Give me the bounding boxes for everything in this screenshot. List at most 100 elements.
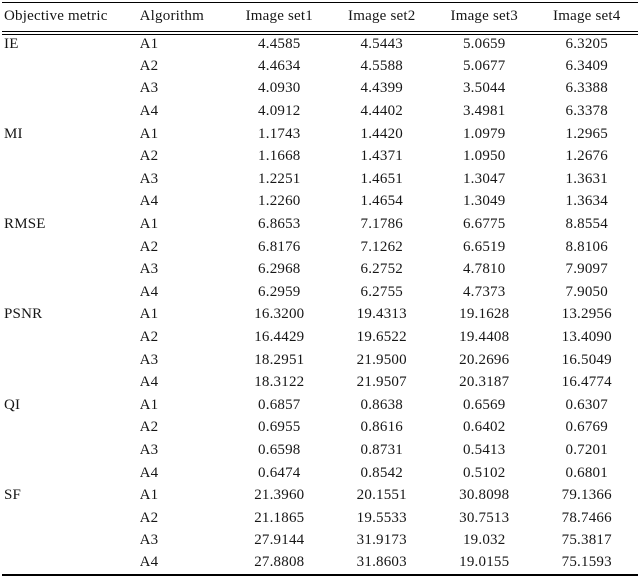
column-header-algorithm: Algorithm (139, 8, 204, 25)
value-cell: 21.9507 (356, 374, 407, 391)
value-cell: 1.2260 (258, 193, 301, 210)
table-row: A4 6.2959 6.2755 4.7373 7.9050 (2, 281, 638, 304)
metric-cell: IE (4, 36, 19, 53)
metric-cell (2, 281, 140, 304)
results-table: Objective metric Algorithm Image set1 Im… (2, 2, 638, 576)
value-cell: 3.4981 (462, 103, 506, 120)
value-cell: 16.4429 (254, 329, 305, 346)
value-cell: 6.3409 (565, 57, 608, 74)
value-cell: 4.4399 (360, 80, 403, 97)
value-cell: 6.6519 (462, 238, 506, 255)
table-row: A2 4.4634 4.5588 5.0677 6.3409 (2, 55, 638, 78)
table-row: A2 16.4429 19.6522 19.4408 13.4090 (2, 326, 638, 349)
algorithm-cell: A1 (139, 306, 159, 323)
table-row: A2 6.8176 7.1262 6.6519 8.8106 (2, 236, 638, 259)
value-cell: 0.5413 (462, 441, 506, 458)
metric-cell (2, 258, 140, 281)
value-cell: 6.6775 (462, 216, 506, 233)
value-cell: 4.5588 (360, 57, 403, 74)
value-cell: 21.1865 (254, 509, 305, 526)
algorithm-cell: A3 (139, 532, 159, 549)
metric-cell: PSNR (4, 306, 43, 323)
metric-cell (2, 55, 140, 78)
value-cell: 0.6307 (565, 396, 608, 413)
value-cell: 79.1366 (561, 487, 612, 504)
table-row: A3 0.6598 0.8731 0.5413 0.7201 (2, 439, 638, 462)
value-cell: 18.2951 (254, 351, 305, 368)
value-cell: 20.3187 (459, 374, 510, 391)
column-header-image-set2: Image set2 (348, 8, 416, 25)
algorithm-cell: A2 (139, 148, 159, 165)
value-cell: 0.7201 (565, 441, 608, 458)
metric-cell (2, 439, 140, 462)
algorithm-cell: A3 (139, 170, 159, 187)
value-cell: 1.2965 (565, 125, 608, 142)
algorithm-cell: A2 (139, 419, 159, 436)
value-cell: 19.4313 (356, 306, 407, 323)
table-row: A4 4.0912 4.4402 3.4981 6.3378 (2, 100, 638, 123)
table-row: PSNR A1 16.3200 19.4313 19.1628 13.2956 (2, 304, 638, 327)
value-cell: 6.2959 (258, 283, 301, 300)
value-cell: 0.6402 (462, 419, 506, 436)
value-cell: 1.3047 (462, 170, 506, 187)
table-row: QI A1 0.6857 0.8638 0.6569 0.6307 (2, 394, 638, 417)
value-cell: 4.5443 (360, 36, 403, 53)
algorithm-cell: A3 (139, 441, 159, 458)
table-row: MI A1 1.1743 1.4420 1.0979 1.2965 (2, 123, 638, 146)
algorithm-cell: A1 (139, 216, 159, 233)
algorithm-cell: A3 (139, 261, 159, 278)
metric-cell: RMSE (4, 216, 46, 233)
value-cell: 18.3122 (254, 374, 305, 391)
algorithm-cell: A3 (139, 351, 159, 368)
metric-cell (2, 100, 140, 123)
table-row: SF A1 21.3960 20.1551 30.8098 79.1366 (2, 484, 638, 507)
algorithm-cell: A2 (139, 329, 159, 346)
column-header-image-set4: Image set4 (553, 8, 621, 25)
value-cell: 4.7810 (462, 261, 506, 278)
value-cell: 6.3388 (565, 80, 608, 97)
algorithm-cell: A4 (139, 103, 159, 120)
table-row: A3 1.2251 1.4651 1.3047 1.3631 (2, 168, 638, 191)
table-row: A2 0.6955 0.8616 0.6402 0.6769 (2, 417, 638, 440)
value-cell: 7.1262 (360, 238, 403, 255)
value-cell: 19.032 (462, 532, 506, 549)
value-cell: 0.6598 (258, 441, 301, 458)
value-cell: 1.1668 (258, 148, 301, 165)
metric-cell (2, 507, 140, 530)
value-cell: 0.6769 (565, 419, 608, 436)
value-cell: 0.6857 (258, 396, 301, 413)
value-cell: 16.5049 (561, 351, 612, 368)
value-cell: 31.8603 (356, 554, 407, 571)
value-cell: 0.6801 (565, 464, 608, 481)
value-cell: 1.3631 (565, 170, 608, 187)
value-cell: 4.4585 (258, 36, 301, 53)
value-cell: 19.6522 (356, 329, 407, 346)
metric-cell (2, 552, 140, 575)
algorithm-cell: A2 (139, 57, 159, 74)
value-cell: 8.8554 (565, 216, 608, 233)
table-row: A3 4.0930 4.4399 3.5044 6.3388 (2, 78, 638, 101)
metric-cell (2, 462, 140, 485)
algorithm-cell: A1 (139, 125, 159, 142)
value-cell: 1.2251 (258, 170, 301, 187)
value-cell: 19.0155 (459, 554, 510, 571)
value-cell: 5.0659 (462, 36, 506, 53)
table-row: A4 27.8808 31.8603 19.0155 75.1593 (2, 552, 638, 575)
value-cell: 0.6474 (258, 464, 301, 481)
metric-cell: SF (4, 487, 22, 504)
value-cell: 1.1743 (258, 125, 301, 142)
table-row: IE A1 4.4585 4.5443 5.0659 6.3205 (2, 33, 638, 56)
value-cell: 0.6955 (258, 419, 301, 436)
value-cell: 30.8098 (459, 487, 510, 504)
value-cell: 19.5533 (356, 509, 407, 526)
value-cell: 1.4371 (360, 148, 403, 165)
value-cell: 0.8731 (360, 441, 403, 458)
metric-cell (2, 191, 140, 214)
value-cell: 27.9144 (254, 532, 305, 549)
value-cell: 0.6569 (462, 396, 506, 413)
metric-cell (2, 349, 140, 372)
value-cell: 7.9097 (565, 261, 608, 278)
value-cell: 6.2752 (360, 261, 403, 278)
header-row: Objective metric Algorithm Image set1 Im… (2, 3, 638, 33)
value-cell: 0.8638 (360, 396, 403, 413)
